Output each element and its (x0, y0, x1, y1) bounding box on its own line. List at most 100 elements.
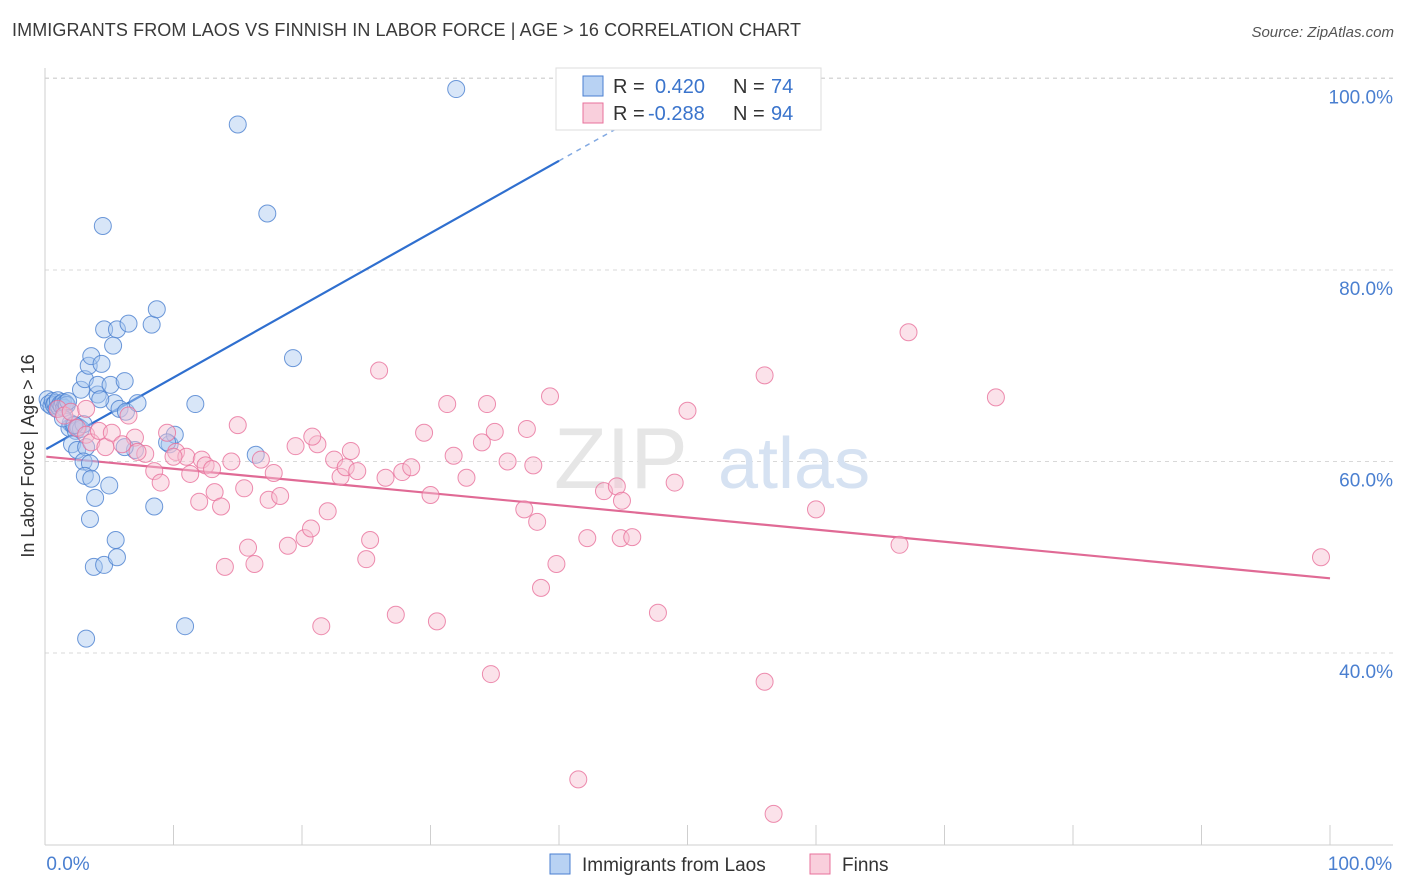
data-point-finns (528, 512, 547, 531)
data-point-finns (177, 447, 196, 466)
data-point-finns (986, 388, 1005, 407)
data-point-finns (68, 418, 87, 437)
data-point-finns (524, 456, 543, 475)
source-label: Source: ZipAtlas.com (1251, 24, 1394, 41)
trend-layer (45, 117, 1331, 580)
data-point-laos (74, 452, 93, 471)
legend-swatch-pink (582, 102, 604, 124)
axes-layer: 40.0% 60.0% 80.0% 100.0% (44, 68, 1393, 846)
data-point-finns (259, 490, 278, 509)
data-point-laos (86, 488, 105, 507)
data-point-finns (612, 491, 631, 510)
series-legend-label-laos: Immigrants from Laos (582, 855, 766, 876)
data-point-finns (128, 442, 147, 461)
data-point-finns (386, 605, 405, 624)
data-point-laos (95, 320, 114, 339)
data-point-finns (286, 437, 305, 456)
legend-n-value-pink: 94 (771, 103, 793, 125)
data-point-finns (119, 406, 138, 425)
data-point-finns (113, 435, 132, 454)
data-point-laos (284, 349, 303, 368)
legend-r-value-pink: -0.288 (648, 103, 705, 125)
data-point-finns (301, 519, 320, 538)
y-tick-label: 80.0% (1339, 279, 1393, 300)
legend-r-value-blue: 0.420 (655, 76, 705, 98)
data-point-finns (264, 463, 283, 482)
data-point-laos (80, 509, 99, 528)
data-point-finns (415, 423, 434, 442)
points-layer (38, 80, 1331, 823)
series-legend: Immigrants from Laos Finns (549, 853, 888, 876)
data-point-laos (62, 435, 81, 454)
data-point-laos (104, 336, 123, 355)
data-point-finns (235, 479, 254, 498)
data-point-finns (569, 770, 588, 789)
watermark-zip: ZIP (554, 411, 688, 507)
data-point-laos (128, 394, 147, 413)
series-legend-swatch-laos (549, 853, 571, 875)
data-point-finns (427, 612, 446, 631)
data-point-finns (245, 554, 264, 573)
data-point-finns (498, 452, 517, 471)
data-point-laos (82, 469, 101, 488)
data-point-finns (271, 486, 290, 505)
legend-swatch-blue (582, 75, 604, 97)
data-point-finns (102, 423, 121, 442)
data-point-finns (402, 458, 421, 477)
data-point-laos (246, 445, 265, 464)
data-point-laos (115, 372, 134, 391)
data-point-finns (899, 323, 918, 342)
data-point-laos (71, 380, 90, 399)
data-point-laos (258, 204, 277, 223)
data-point-laos (82, 347, 101, 366)
data-point-finns (393, 463, 412, 482)
data-point-finns (251, 450, 270, 469)
y-tick-label: 60.0% (1339, 471, 1393, 492)
data-point-laos (176, 617, 195, 636)
data-point-finns (151, 473, 170, 492)
data-point-finns (318, 502, 337, 521)
data-point-finns (517, 419, 536, 438)
data-point-finns (648, 603, 667, 622)
data-point-finns (755, 366, 774, 385)
data-point-finns (61, 402, 80, 421)
data-point-laos (91, 390, 110, 409)
data-point-laos (100, 476, 119, 495)
data-point-finns (421, 486, 440, 505)
data-point-finns (203, 460, 222, 479)
y-axis-label: In Labor Force | Age > 16 (18, 354, 38, 557)
data-point-finns (312, 617, 331, 636)
data-point-finns (164, 447, 183, 466)
data-point-finns (77, 399, 96, 418)
data-point-laos (186, 395, 205, 414)
data-point-finns (222, 452, 241, 471)
data-point-finns (1312, 548, 1331, 567)
data-point-finns (278, 536, 297, 555)
data-point-laos (77, 629, 96, 648)
data-point-finns (755, 672, 774, 691)
data-point-laos (59, 392, 78, 411)
data-point-finns (348, 462, 367, 481)
data-point-laos (228, 115, 247, 134)
data-point-finns (532, 578, 551, 597)
x-tick-label-min: 0.0% (46, 854, 89, 875)
data-point-finns (807, 500, 825, 519)
data-point-finns (370, 361, 389, 380)
data-point-finns (623, 528, 642, 547)
legend-n-label-pink: N = (733, 103, 765, 125)
legend-n-label-blue: N = (733, 76, 765, 98)
data-point-laos (142, 315, 161, 334)
data-point-finns (212, 497, 231, 516)
data-point-finns (665, 473, 684, 492)
data-point-finns (478, 395, 497, 414)
data-point-laos (447, 80, 466, 99)
data-point-finns (438, 395, 457, 414)
data-point-laos (107, 548, 126, 567)
data-point-laos (53, 409, 72, 428)
data-point-finns (336, 458, 355, 477)
trendline-finns (46, 455, 1331, 580)
data-point-finns (541, 387, 560, 406)
data-point-finns (239, 538, 258, 557)
data-point-laos (145, 497, 164, 516)
